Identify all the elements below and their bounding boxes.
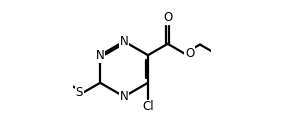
Text: Cl: Cl bbox=[142, 100, 154, 113]
Text: N: N bbox=[120, 90, 128, 103]
Text: O: O bbox=[163, 11, 172, 25]
Text: S: S bbox=[76, 86, 83, 99]
Text: O: O bbox=[185, 47, 194, 60]
Text: N: N bbox=[120, 35, 128, 48]
Text: N: N bbox=[96, 49, 105, 62]
